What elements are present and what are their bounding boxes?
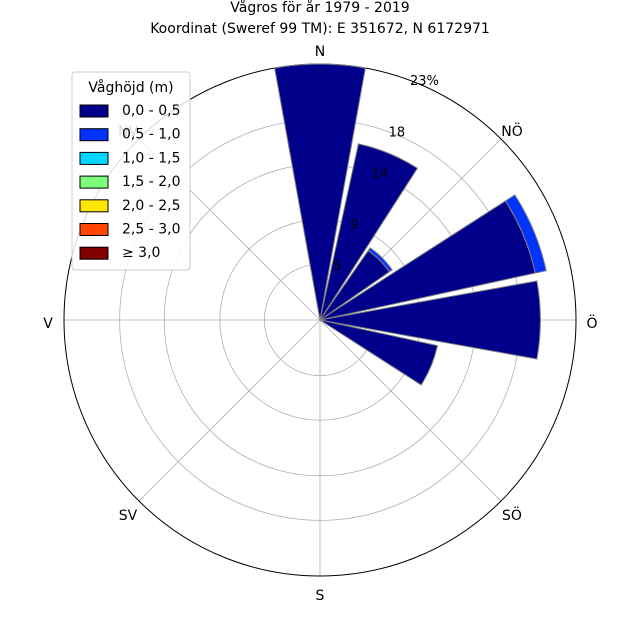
direction-label: SÖ (502, 506, 522, 524)
rose-bar-segment (504, 194, 547, 274)
direction-label: S (316, 588, 325, 604)
legend-box (71, 71, 191, 271)
rose-bar-segment (274, 63, 366, 321)
legend-label: ≥ 3,0 (122, 245, 160, 261)
rose-bar-segment (319, 280, 541, 360)
legend-label: 2,0 - 2,5 (122, 198, 180, 214)
grid-spoke (319, 319, 502, 502)
direction-label: NÖ (501, 122, 523, 140)
legend-swatch (79, 128, 109, 142)
rose-bar-segment (319, 319, 439, 386)
legend-swatch (79, 246, 109, 260)
radial-tick-label: 14 (372, 167, 389, 182)
legend: Våghöjd (m) 0,0 - 0,5 0,5 - 1,0 1,0 - 1,5 1,… (71, 71, 191, 271)
direction-label: Ö (586, 314, 597, 332)
legend-swatch (79, 223, 109, 236)
chart-subtitle: Koordinat (Sweref 99 TM): E 351672, N 61… (150, 21, 490, 37)
chart-title: Vågros för år 1979 - 2019 (230, 0, 409, 16)
legend-label: 0,0 - 0,5 (122, 103, 180, 119)
legend-title: Våghöjd (m) (88, 79, 173, 96)
rose-bar-segment (319, 143, 419, 321)
legend-swatch (79, 175, 109, 189)
radial-tick-label: 23% (410, 74, 439, 89)
radial-tick-label: 5 (333, 259, 341, 274)
radial-tick-label: 18 (389, 125, 406, 140)
legend-label: 0,5 - 1,0 (122, 127, 180, 143)
direction-label: N (315, 44, 325, 60)
grid-spoke (138, 319, 321, 502)
rose-bar-segment (367, 247, 393, 273)
rose-sectors (274, 63, 547, 386)
legend-label: 1,5 - 2,0 (122, 174, 180, 190)
legend-swatch (79, 104, 109, 118)
legend-label: 2,5 - 3,0 (122, 222, 180, 238)
legend-label: 1,0 - 1,5 (122, 150, 180, 166)
legend-swatch (79, 151, 109, 165)
direction-label: SV (119, 508, 138, 524)
legend-swatch (79, 199, 109, 213)
direction-label: V (43, 316, 53, 332)
radial-tick-label: 9 (350, 218, 358, 233)
